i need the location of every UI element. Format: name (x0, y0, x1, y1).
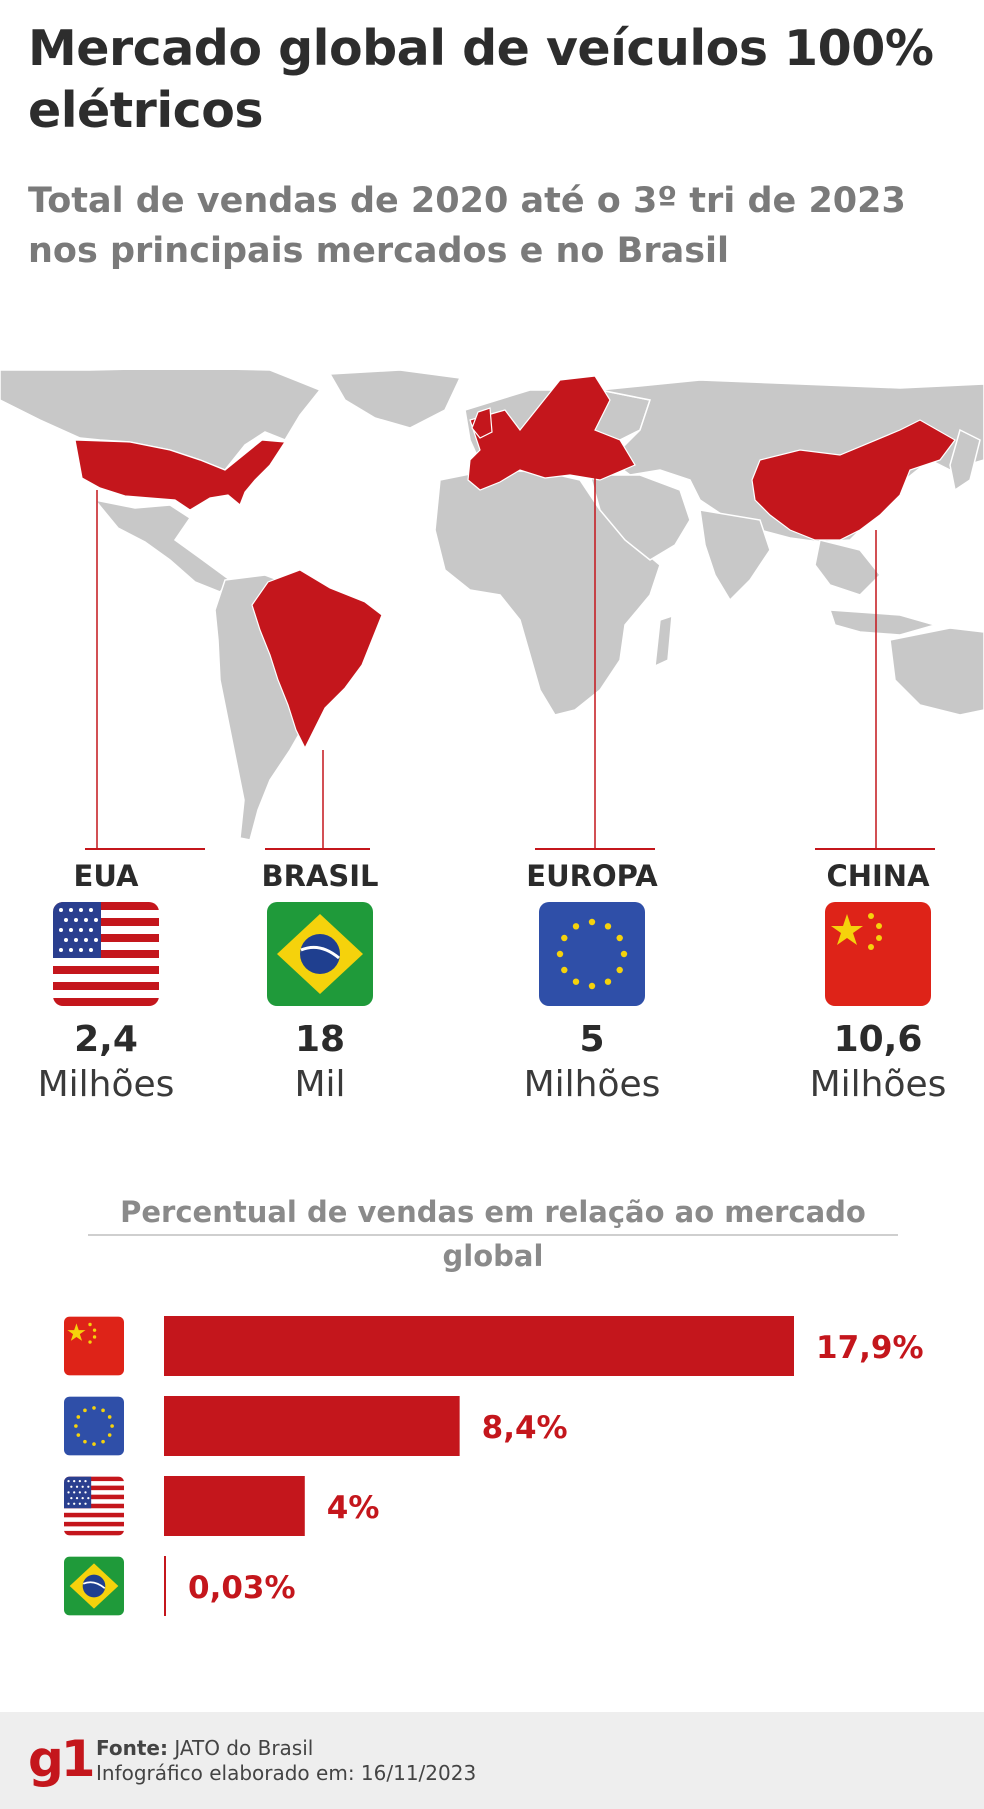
bar-value-label: 17,9% (816, 1330, 924, 1366)
footer-source: Fonte: JATO do Brasil Infográfico elabor… (96, 1736, 476, 1786)
japan (949, 428, 981, 492)
percent-bar-chart: 17,9% 8,4% 4% 0,03% (0, 1316, 924, 1616)
india (699, 509, 771, 602)
market-value: 5 (579, 1019, 605, 1060)
eu-flag-icon (64, 1397, 124, 1456)
mexico (93, 498, 232, 593)
footer: g1 Fonte: JATO do Brasil Infográfico ela… (0, 1712, 984, 1809)
uk-highlight (471, 407, 493, 439)
china-highlight (751, 419, 956, 541)
market-value: 2,4 (74, 1019, 138, 1060)
leader-foot-china (815, 848, 935, 850)
leader-foot-usa (85, 848, 205, 850)
bar-china (164, 1316, 794, 1376)
brazil-flag-icon (267, 902, 373, 1006)
china-flag-icon (825, 902, 931, 1006)
brazil-highlight (251, 569, 383, 750)
bar-value-label: 8,4% (482, 1410, 568, 1446)
leader-foot-brazil (265, 848, 370, 850)
market-value: 18 (294, 1019, 346, 1060)
us-flag-icon (64, 1477, 124, 1536)
g1-logo: g1 (28, 1730, 96, 1788)
date-value: 16/11/2023 (360, 1761, 477, 1785)
middle-east (589, 474, 691, 561)
market-name: EUA (73, 859, 139, 893)
market-unit: Milhões (37, 1064, 175, 1105)
market-unit: Milhões (523, 1064, 661, 1105)
market-usa: EUA 2,4 Milhões (6, 856, 206, 1108)
market-name: EUROPA (526, 859, 658, 893)
china-flag-icon (64, 1317, 124, 1376)
australia (889, 627, 984, 716)
market-name: BRASIL (261, 859, 379, 893)
greenland (328, 370, 462, 429)
market-unit: Milhões (809, 1064, 947, 1105)
chart-title-rule (88, 1234, 898, 1236)
bar-brasil (164, 1556, 166, 1616)
market-brazil: BRASIL 18 Mil (220, 856, 420, 1108)
bar-europa (164, 1396, 460, 1456)
page-title: Mercado global de veículos 100% elétrico… (28, 20, 934, 139)
madagascar (654, 614, 673, 668)
bar-value-label: 4% (327, 1490, 380, 1526)
africa (434, 469, 661, 716)
market-name: CHINA (826, 859, 930, 893)
indonesia (828, 609, 938, 636)
europe-highlight (467, 375, 636, 491)
se-asia (814, 539, 882, 596)
world-map (0, 370, 984, 850)
source-value: JATO do Brasil (174, 1736, 314, 1760)
north-america (0, 370, 322, 471)
market-europe: EUROPA 5 Milhões (492, 856, 692, 1108)
chart-title: Percentual de vendas em relação ao merca… (120, 1195, 866, 1273)
market-china: CHINA 10,6 Milhões (778, 856, 978, 1108)
bar-value-label: 0,03% (188, 1570, 296, 1606)
date-label: Infográfico elaborado em: (96, 1761, 355, 1785)
market-value: 10,6 (833, 1019, 923, 1060)
market-unit: Mil (294, 1064, 346, 1105)
source-label: Fonte: (96, 1736, 168, 1760)
page-subtitle: Total de vendas de 2020 até o 3º tri de … (28, 181, 906, 271)
bar-eua (164, 1476, 305, 1536)
brazil-flag-icon (64, 1557, 124, 1616)
eu-flag-icon (539, 902, 645, 1006)
usa-highlight (74, 439, 287, 511)
us-flag-icon (53, 902, 159, 1006)
leader-foot-europe (535, 848, 655, 850)
